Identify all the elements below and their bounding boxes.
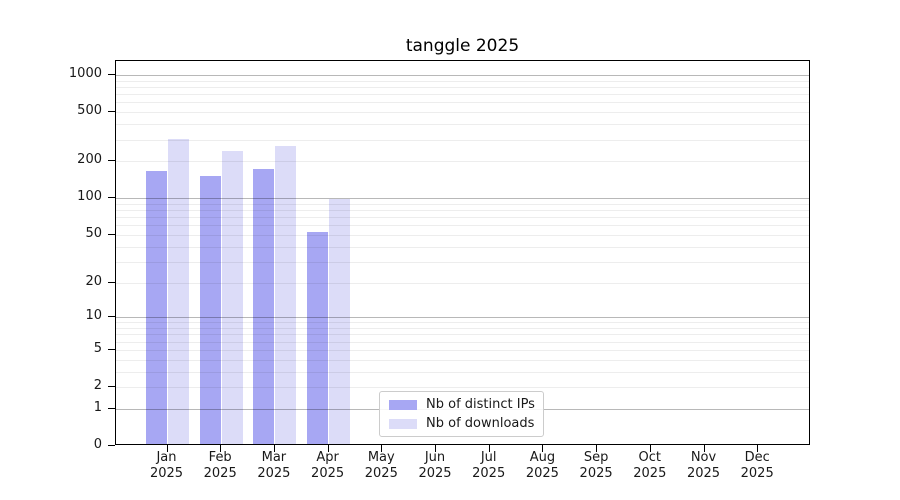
x-tick-mark [166,445,168,452]
x-axis-tick-label-jun: Jun 2025 [418,450,452,481]
chart-title: tanggle 2025 [405,36,520,56]
x-axis-tick-label-aug: Aug 2025 [525,450,559,481]
y-tick-mark [108,160,115,162]
y-axis-tick-label: 100 [77,189,102,205]
bar-downloads-apr [329,198,351,444]
y-axis-tick-label: 10 [85,308,102,324]
minor-gridline [116,261,809,263]
minor-gridline [116,94,809,96]
y-tick-mark [108,386,115,387]
bar-downloads-mar [275,145,297,444]
minor-gridline [116,225,809,227]
y-tick-mark [108,316,115,318]
minor-gridline [116,112,809,114]
minor-gridline [116,282,809,284]
minor-gridline [116,210,809,211]
x-tick-mark [596,445,598,452]
minor-gridline [116,87,809,88]
x-tick-mark [381,445,383,452]
minor-gridline [116,217,809,219]
y-tick-mark [108,407,115,409]
minor-gridline [116,322,809,324]
y-axis-tick-label: 1000 [68,66,102,81]
y-axis-tick-label: 5 [93,340,102,356]
x-tick-mark [273,445,275,452]
y-tick-mark [108,197,115,199]
minor-gridline [116,102,809,104]
x-tick-mark [757,445,759,452]
major-gridline [116,75,809,76]
legend-label-downloads: Nb of downloads [426,416,535,431]
y-tick-mark [108,281,115,283]
y-axis-tick-label: 2 [93,378,102,393]
y-axis-tick-label: 0 [93,437,102,452]
x-tick-mark [220,445,222,452]
bar-downloads-jan [168,139,189,444]
major-gridline [116,198,809,200]
bar-distinct-ips-mar [253,168,275,444]
minor-gridline [116,234,809,236]
x-tick-mark [649,445,651,452]
minor-gridline [116,161,809,163]
x-axis-tick-label-jul: Jul 2025 [472,450,506,481]
legend-item-distinct-ips: Nb of distinct IPs [389,397,535,412]
bar-distinct-ips-jan [146,171,167,444]
legend-swatch-distinct-ips [389,399,417,410]
minor-gridline [116,124,809,126]
minor-gridline [116,246,809,248]
x-axis-tick-label-mar: Mar 2025 [257,450,291,481]
bar-distinct-ips-feb [199,176,221,444]
x-axis-tick-label-sep: Sep 2025 [579,450,613,481]
minor-gridline [116,139,809,141]
x-axis-tick-label-dec: Dec 2025 [740,450,774,481]
y-axis-tick-label: 50 [85,225,102,241]
minor-gridline [116,387,809,388]
x-axis-tick-label-nov: Nov 2025 [686,450,721,481]
x-tick-mark [488,445,490,452]
minor-gridline [116,341,809,343]
minor-gridline [116,349,809,351]
y-axis-tick-label: 500 [77,103,102,119]
x-axis-tick-label-feb: Feb 2025 [203,450,237,481]
legend: Nb of distinct IPs Nb of downloads [379,391,544,437]
y-tick-mark [108,111,115,113]
y-axis-tick-label: 20 [85,273,102,289]
minor-gridline [116,334,809,336]
y-axis-tick-label: 1 [93,399,102,415]
x-axis-tick-label-apr: Apr 2025 [311,450,345,481]
x-tick-mark [435,445,436,452]
major-gridline [116,317,809,319]
plot-area [115,60,810,445]
legend-label-distinct-ips: Nb of distinct IPs [426,397,535,412]
minor-gridline [116,80,809,82]
y-tick-mark [108,74,115,75]
x-axis-tick-label-oct: Oct 2025 [633,450,667,481]
x-axis-tick-label-may: May 2025 [364,450,398,481]
x-tick-mark [703,445,705,452]
y-tick-mark [108,348,115,350]
x-tick-mark [327,445,329,452]
y-axis-tick-label: 200 [77,152,102,168]
minor-gridline [116,328,809,329]
y-tick-mark [108,233,115,235]
legend-swatch-downloads [389,418,417,429]
x-axis-tick-label-jan: Jan 2025 [149,450,184,481]
legend-item-downloads: Nb of downloads [389,416,534,431]
x-tick-mark [542,445,544,452]
minor-gridline [116,203,809,205]
minor-gridline [116,359,809,361]
bar-distinct-ips-apr [307,231,329,444]
bar-downloads-feb [221,150,243,444]
minor-gridline [116,371,809,373]
y-tick-mark [108,445,115,446]
